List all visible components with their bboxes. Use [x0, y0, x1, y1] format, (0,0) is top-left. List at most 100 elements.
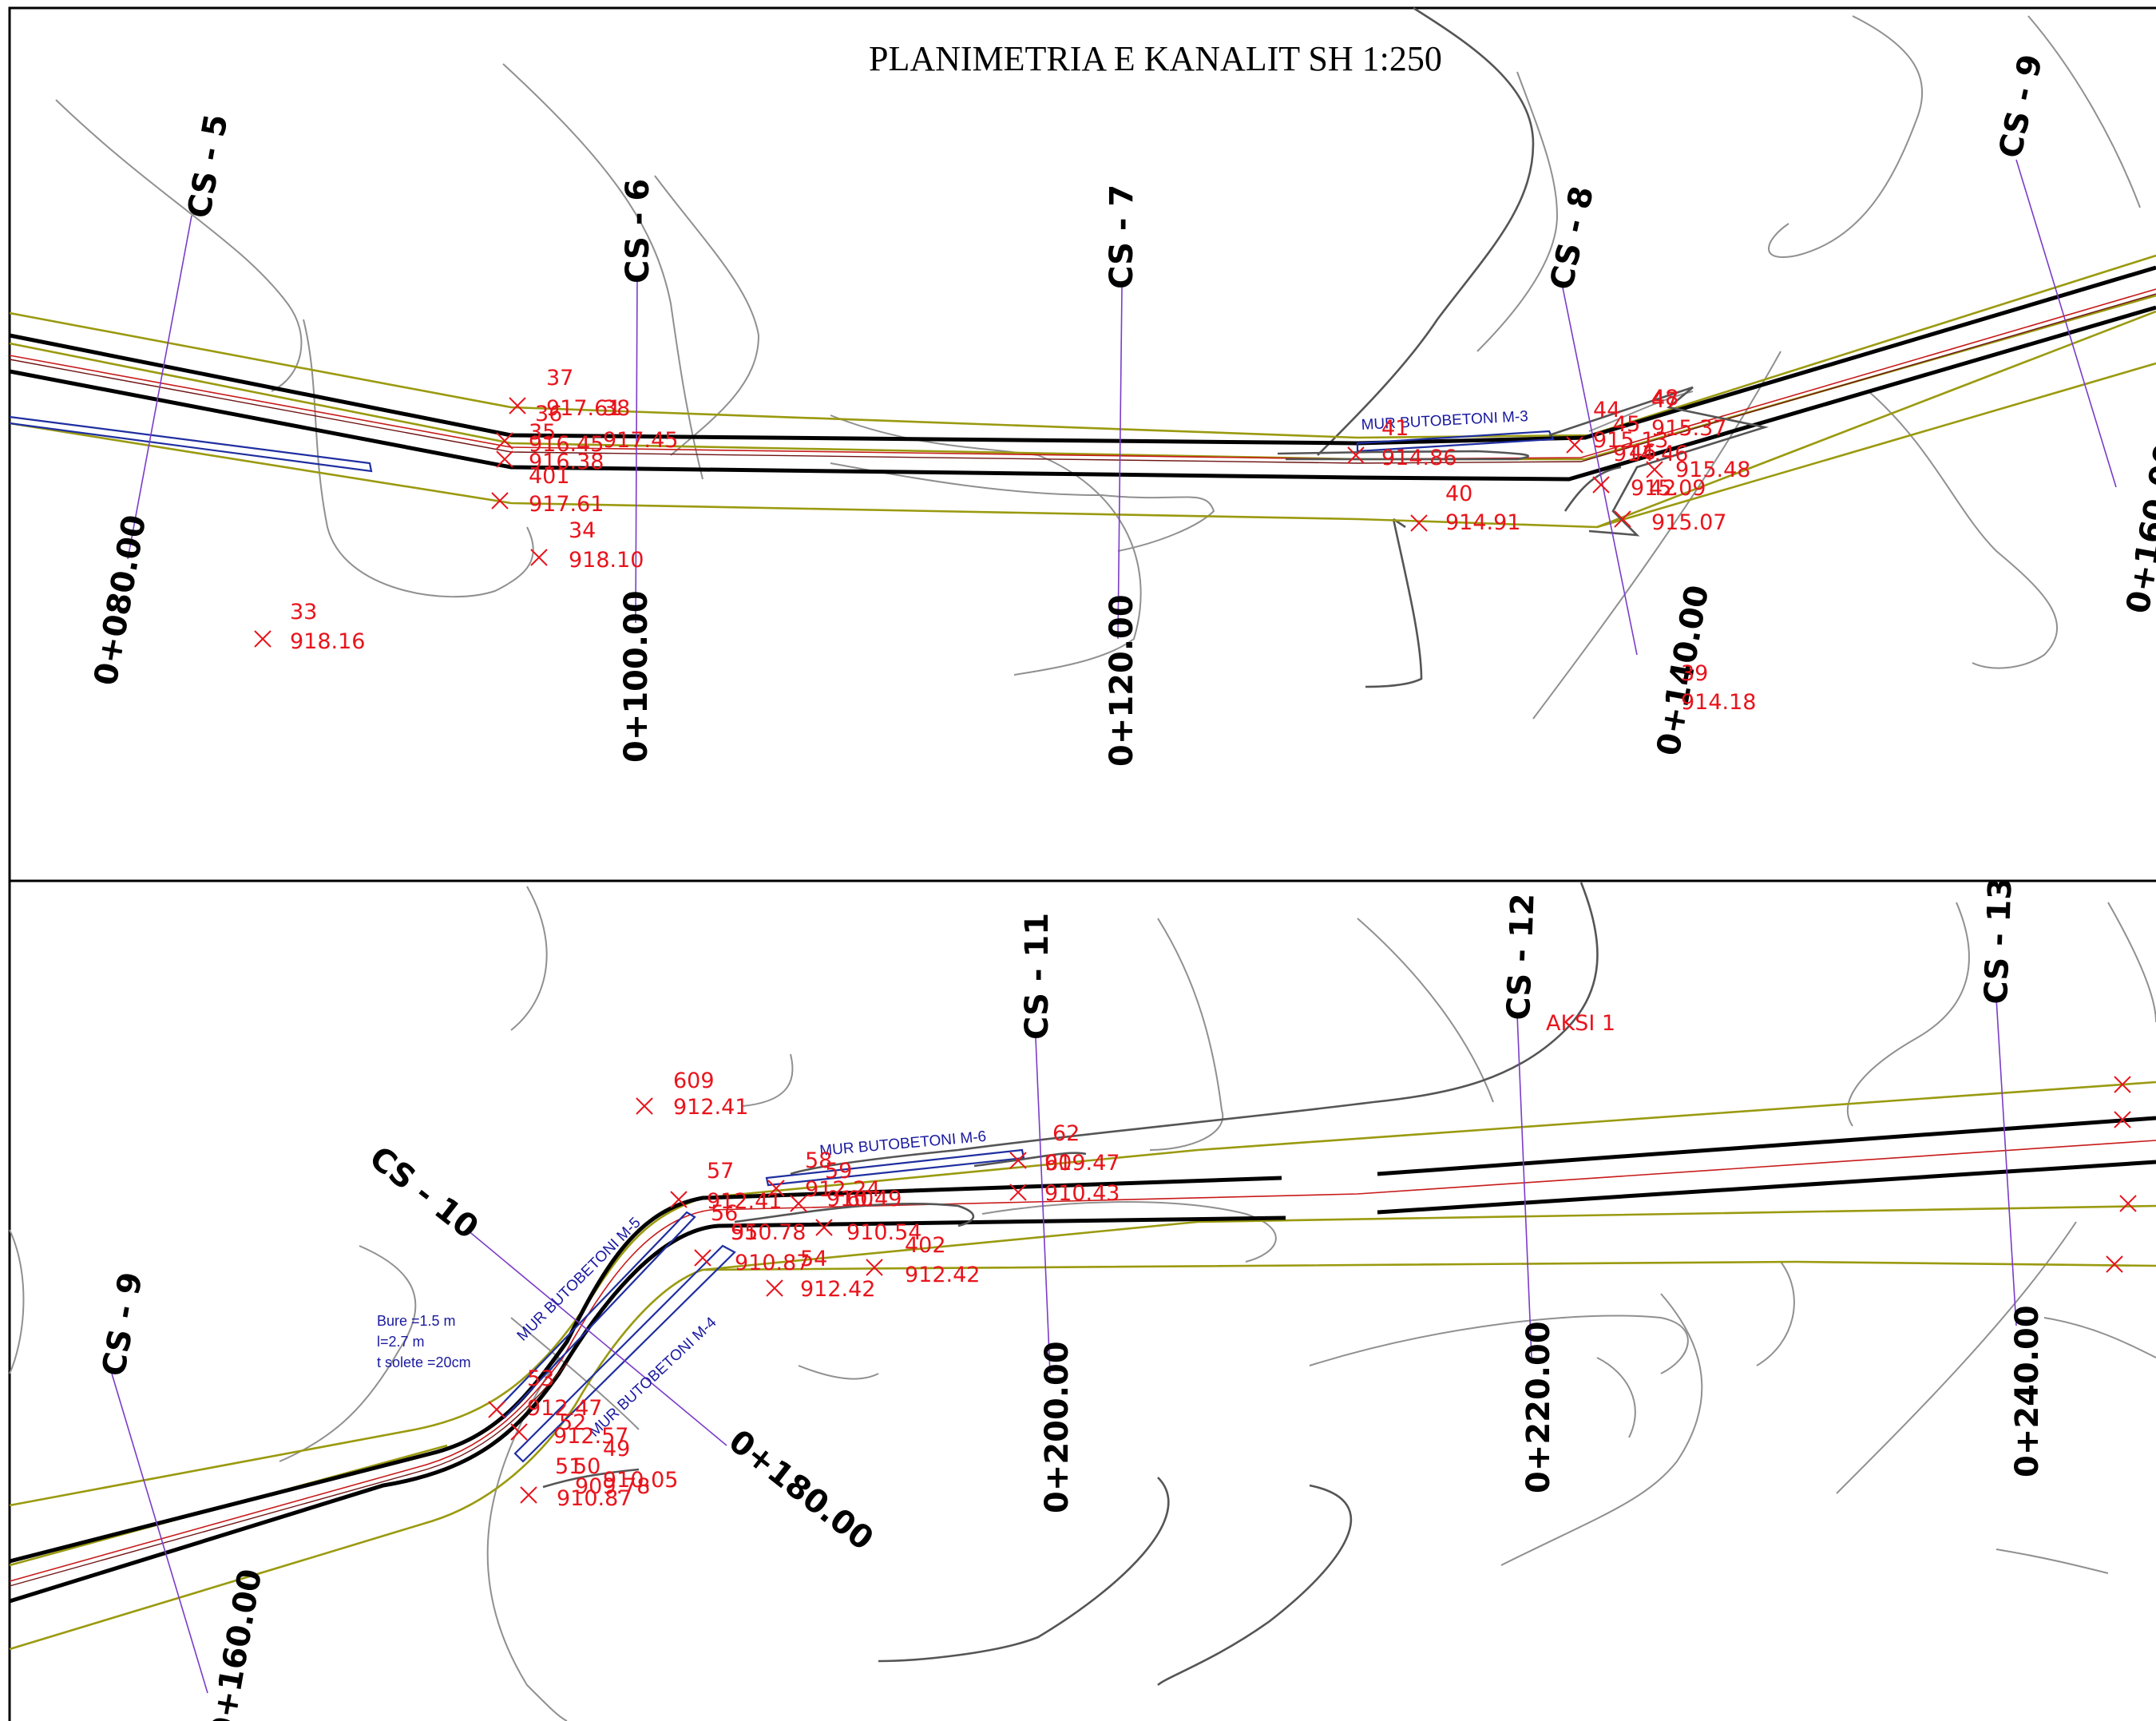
pt-46-elev: 915.09 [1631, 476, 1706, 501]
pt-62-elev: 909.47 [1044, 1151, 1120, 1176]
pt-57-elev: 912.41 [707, 1189, 782, 1214]
pt-40-id: 40 [1445, 482, 1472, 506]
wall-m3-outline [1356, 430, 1555, 453]
cs-label-top-1: CS - 6 [620, 179, 656, 284]
chainage-bottom-0: 0+160.00 [204, 1566, 270, 1721]
canal-inner-contour [734, 1202, 975, 1227]
pt-35-id: 35 [529, 420, 556, 445]
chainage-bottom-4: 0+240.00 [2009, 1305, 2046, 1477]
chainage-top-4: 0+160.00 [2120, 440, 2156, 616]
pt-55-elev: 910.87 [735, 1251, 810, 1275]
axis-label: AKSI 1 [1546, 1011, 1615, 1036]
pt-55-id: 55 [731, 1220, 758, 1245]
pt-401-id: 401 [529, 464, 570, 489]
pt-38-elev: 917.45 [603, 428, 678, 453]
pt-49-elev: 910.05 [603, 1468, 678, 1493]
wall-m6-outline [765, 1148, 1025, 1187]
drawing-title: PLANIMETRIA E KANALIT SH 1:250 [869, 39, 1442, 78]
pt-609-id: 609 [673, 1069, 715, 1093]
wall-m6-detail [973, 1152, 1087, 1168]
pt-402-elev: 912.42 [905, 1263, 980, 1287]
pt-50-id: 50 [573, 1454, 600, 1479]
pt-33-id: 33 [290, 600, 317, 625]
pt-33-elev: 918.16 [290, 629, 365, 654]
pt-44-id: 44 [1593, 398, 1620, 422]
pt-61-id: 61 [1044, 1151, 1072, 1176]
pt-39-id: 39 [1681, 661, 1708, 686]
top-canal-axis-shadow [9, 293, 2156, 464]
cs-label-bottom-3: CS - 12 [1500, 893, 1542, 1021]
cs-label-bottom-4: CS - 13 [1978, 877, 2019, 1005]
pt-48-elev: 915.37 [1651, 416, 1726, 441]
pt-56-elev: 910.78 [731, 1220, 806, 1245]
chainage-top-1: 0+100.00 [618, 590, 655, 763]
pt-42-id: 42 [1649, 476, 1676, 501]
pt-54-elev: 912.42 [800, 1277, 875, 1302]
pt-58-id: 58 [805, 1148, 832, 1173]
wall-m8-detail [1548, 386, 1770, 537]
pt-34-elev: 918.10 [569, 548, 644, 573]
top-olive-lines [9, 254, 2156, 529]
pt-49-id: 49 [603, 1437, 630, 1461]
pt-60-elev: 910.49 [826, 1187, 902, 1211]
pt-48-id: 48 [1651, 386, 1678, 410]
pt-60-id: 60 [846, 1187, 874, 1211]
cs-label-top-3: CS - 8 [1544, 183, 1601, 293]
pt-56-id: 56 [711, 1201, 738, 1226]
pt-37-id: 37 [546, 366, 573, 391]
bottom-contours [9, 882, 2156, 1721]
pt-41-id: 41 [1381, 416, 1409, 441]
bottom-panel: CS - 9 CS - 10 CS - 11 CS - 12 CS - 13 0… [9, 877, 2156, 1721]
pt-58-elev: 912.24 [805, 1177, 880, 1202]
pt-x-elev: 916.38 [529, 450, 604, 474]
pt-44-elev: 915.13 [1593, 428, 1668, 453]
pt-62-id: 62 [1052, 1121, 1080, 1146]
pt-45-id: 45 [1613, 412, 1640, 437]
cs-label-bottom-0: CS - 9 [96, 1270, 150, 1379]
pt-36-id: 36 [535, 402, 562, 426]
top-survey-points [254, 397, 1663, 648]
note-line-3: t solete =20cm [377, 1354, 471, 1370]
bottom-canal-axis-shadow [9, 1362, 569, 1587]
bottom-canal-banks [9, 1116, 2156, 1604]
pt-57-id: 57 [707, 1159, 734, 1184]
bottom-survey-points [488, 1076, 2137, 1504]
bottom-cs-lines [111, 997, 2017, 1694]
chainage-bottom-1: 0+180.00 [722, 1423, 880, 1558]
pt-53-elev: 912.47 [527, 1396, 602, 1421]
wall-m4-detail [542, 1468, 640, 1489]
bottom-canal-axis [9, 1140, 2156, 1582]
pt-47-id: 47 [1651, 388, 1678, 413]
top-contours [55, 6, 2141, 720]
top-cs-lines [127, 159, 2117, 656]
cs-label-bottom-1: CS - 10 [363, 1140, 485, 1247]
pt-37-elev: 917.61 [546, 396, 621, 421]
drawing-frame [8, 6, 2156, 1721]
pt-51-id: 51 [555, 1454, 582, 1479]
pt-46-id: 46 [1629, 440, 1656, 465]
pt-54-id: 54 [800, 1247, 827, 1271]
cs-label-top-0: CS - 5 [181, 112, 236, 221]
wall-m4-outline [513, 1244, 736, 1463]
chainage-top-2: 0+120.00 [1104, 594, 1140, 767]
cs-label-bottom-2: CS - 11 [1019, 913, 1056, 1040]
pt-52-elev: 912.57 [553, 1424, 628, 1449]
note-line-2: l=2.7 m [377, 1334, 425, 1350]
chainage-bottom-3: 0+220.00 [1520, 1321, 1557, 1493]
pt-402-id: 402 [905, 1233, 946, 1258]
pt-50-elev: 910.87 [557, 1486, 632, 1511]
pt-609-elev: 912.41 [673, 1095, 748, 1120]
pt-39-elev: 914.18 [1681, 690, 1756, 715]
wall-m3-detail [1277, 450, 1529, 461]
chainage-bottom-2: 0+200.00 [1039, 1341, 1076, 1513]
pt-y-elev: 910.54 [846, 1220, 921, 1245]
pt-38-id: 38 [603, 396, 630, 421]
pt-61-elev: 910.43 [1044, 1181, 1120, 1206]
top-panel: CS - 5 CS - 6 CS - 7 CS - 8 CS - 9 0+080… [9, 6, 2156, 767]
pt-35-elev: 916.45 [529, 432, 604, 457]
pt-47-elev: 915.48 [1675, 458, 1750, 482]
cs-label-top-2: CS - 7 [1104, 184, 1140, 289]
pt-34-id: 34 [569, 518, 596, 543]
pt-51-elev: 909.78 [575, 1474, 650, 1499]
